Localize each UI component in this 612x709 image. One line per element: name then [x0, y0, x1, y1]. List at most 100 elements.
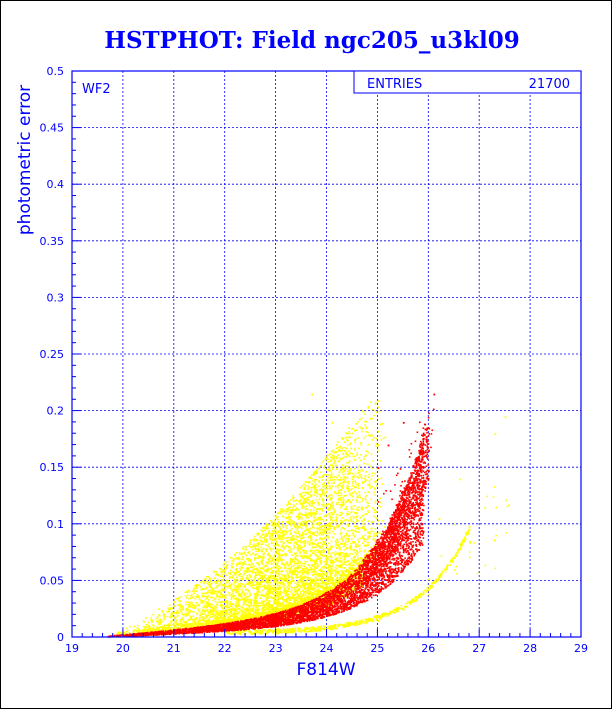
data-point-yellow — [336, 513, 338, 516]
data-point-yellow — [266, 569, 269, 571]
data-point-yellow — [306, 590, 309, 593]
data-point-yellow — [281, 570, 284, 572]
data-point-yellow — [320, 552, 323, 554]
data-point-yellow — [230, 615, 233, 618]
data-point-yellow — [321, 577, 323, 580]
data-point-yellow — [229, 556, 231, 559]
data-point-yellow — [366, 501, 368, 504]
data-point-yellow — [375, 532, 377, 535]
data-point-yellow — [329, 523, 331, 526]
data-point-yellow — [241, 567, 243, 569]
data-point-yellow — [174, 605, 177, 607]
data-point-yellow — [334, 465, 337, 468]
data-point-yellow — [203, 582, 205, 585]
data-point-yellow — [302, 491, 304, 494]
data-point-yellow — [312, 523, 315, 526]
data-point-yellow — [287, 590, 290, 593]
data-point-yellow — [319, 559, 322, 562]
data-point-yellow — [338, 471, 341, 474]
data-point-yellow — [324, 506, 327, 509]
data-point-yellow — [307, 519, 310, 522]
data-point-yellow — [318, 518, 320, 521]
data-point-yellow — [133, 625, 136, 628]
data-point-yellow — [285, 569, 287, 572]
data-point-yellow — [325, 582, 328, 585]
data-point-yellow — [322, 588, 324, 590]
data-point-yellow — [336, 543, 338, 546]
data-point-yellow — [295, 604, 298, 607]
data-point-yellow — [308, 582, 311, 585]
data-point-yellow — [377, 523, 379, 525]
data-point-yellow — [364, 534, 367, 537]
data-point-yellow — [340, 489, 343, 491]
data-point-yellow — [288, 511, 291, 514]
data-point-yellow — [278, 585, 281, 587]
data-point-yellow — [312, 480, 314, 482]
data-point-yellow — [331, 519, 334, 522]
data-point-yellow — [326, 530, 329, 533]
data-point-yellow — [231, 613, 233, 616]
data-point-yellow — [349, 442, 352, 444]
data-point-yellow — [328, 514, 331, 516]
data-point-yellow — [256, 590, 259, 593]
data-point-yellow — [309, 491, 312, 493]
data-point-yellow — [277, 516, 279, 518]
data-point-yellow — [302, 557, 304, 560]
data-point-yellow — [287, 603, 290, 605]
data-point-yellow — [300, 572, 303, 574]
data-point-yellow — [252, 579, 255, 581]
data-point-yellow — [312, 569, 315, 572]
data-point-yellow — [346, 574, 349, 576]
data-point-yellow — [350, 545, 352, 548]
data-point-yellow — [302, 536, 305, 539]
data-point-yellow — [267, 567, 269, 570]
data-point-yellow — [316, 588, 319, 591]
data-point-yellow — [384, 526, 386, 528]
data-point-yellow — [323, 494, 326, 497]
data-point-yellow — [263, 537, 265, 539]
data-point-yellow — [326, 495, 329, 498]
data-point-yellow — [310, 474, 313, 476]
data-point-yellow — [313, 573, 315, 575]
data-point-yellow — [273, 566, 275, 568]
data-point-yellow — [285, 533, 287, 535]
data-point-yellow — [297, 576, 300, 579]
data-point-yellow — [280, 560, 283, 563]
data-point-yellow — [302, 555, 304, 558]
data-point-yellow — [222, 571, 224, 573]
data-point-yellow — [160, 619, 162, 622]
data-point-yellow — [270, 576, 272, 579]
data-point-yellow — [319, 570, 322, 572]
data-point-yellow — [278, 538, 280, 540]
data-point-yellow — [272, 575, 275, 578]
data-point-yellow — [369, 487, 371, 489]
data-point-yellow — [341, 572, 343, 574]
data-point-yellow — [304, 599, 307, 602]
data-point-yellow — [221, 579, 223, 581]
data-point-yellow — [338, 459, 341, 462]
data-point-yellow — [292, 503, 295, 506]
data-point-yellow — [288, 536, 291, 539]
data-point-yellow — [321, 483, 324, 486]
data-point-yellow — [223, 568, 225, 571]
data-point-yellow — [330, 511, 332, 514]
data-point-yellow — [254, 596, 256, 598]
data-point-yellow — [268, 587, 270, 589]
data-point-yellow — [264, 535, 266, 538]
data-point-yellow — [330, 540, 333, 543]
data-point-yellow — [161, 610, 164, 612]
data-point-yellow — [357, 437, 359, 439]
data-point-yellow — [317, 502, 320, 505]
data-point-yellow — [325, 557, 328, 560]
data-point-yellow — [322, 577, 325, 580]
data-point-yellow — [305, 501, 308, 504]
data-point-yellow — [210, 590, 213, 592]
data-point-yellow — [183, 620, 185, 623]
data-point-yellow — [296, 598, 299, 600]
data-point-yellow — [323, 573, 325, 575]
data-point-yellow — [221, 618, 224, 621]
data-point-yellow — [326, 583, 328, 586]
data-point-yellow — [357, 487, 360, 490]
data-point-yellow — [307, 564, 310, 566]
data-point-yellow — [245, 609, 248, 612]
